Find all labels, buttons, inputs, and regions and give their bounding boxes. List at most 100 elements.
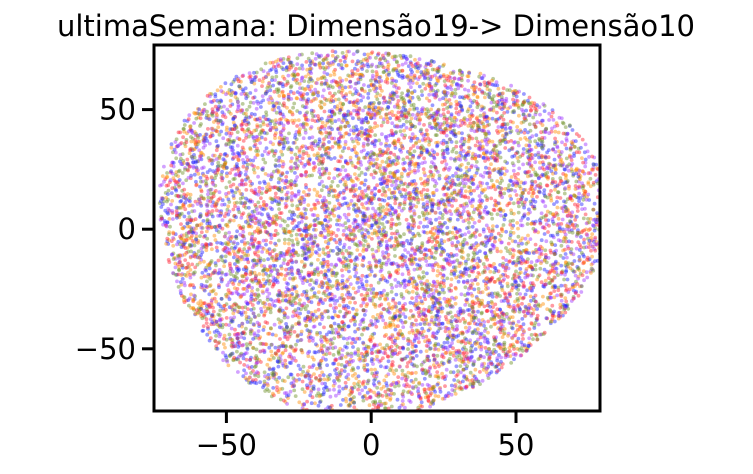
scatter-point bbox=[363, 178, 368, 183]
scatter-point bbox=[338, 159, 342, 164]
scatter-point bbox=[560, 217, 565, 222]
scatter-point bbox=[322, 352, 326, 356]
scatter-point bbox=[281, 94, 286, 99]
scatter-point bbox=[241, 211, 246, 216]
scatter-point bbox=[412, 89, 417, 94]
scatter-point bbox=[409, 356, 413, 360]
scatter-point bbox=[537, 175, 541, 180]
scatter-point bbox=[265, 297, 270, 302]
scatter-point bbox=[449, 277, 454, 282]
scatter-point bbox=[506, 186, 510, 191]
scatter-point bbox=[435, 313, 439, 318]
scatter-point bbox=[588, 184, 593, 189]
scatter-point bbox=[426, 308, 431, 313]
scatter-point bbox=[436, 121, 440, 126]
scatter-point bbox=[432, 322, 437, 327]
scatter-point bbox=[244, 136, 248, 140]
scatter-point bbox=[363, 105, 368, 110]
scatter-point bbox=[240, 145, 245, 150]
scatter-point bbox=[208, 284, 212, 288]
scatter-point bbox=[326, 374, 330, 379]
scatter-point bbox=[311, 160, 316, 165]
scatter-point bbox=[255, 287, 260, 292]
scatter-point bbox=[244, 160, 248, 165]
scatter-point bbox=[332, 309, 337, 314]
scatter-point bbox=[469, 269, 474, 274]
scatter-point bbox=[511, 168, 516, 173]
scatter-point bbox=[351, 194, 356, 199]
scatter-point bbox=[362, 52, 367, 57]
scatter-point bbox=[489, 178, 494, 183]
scatter-point bbox=[178, 142, 183, 147]
scatter-point bbox=[579, 202, 584, 207]
scatter-point bbox=[352, 147, 356, 152]
scatter-point bbox=[200, 250, 205, 255]
scatter-point bbox=[304, 183, 308, 187]
scatter-point bbox=[511, 283, 516, 287]
scatter-point bbox=[451, 129, 455, 133]
scatter-point bbox=[286, 73, 291, 78]
scatter-point bbox=[593, 235, 598, 240]
scatter-point bbox=[306, 334, 311, 339]
scatter-point bbox=[181, 158, 186, 163]
scatter-point bbox=[485, 92, 490, 97]
scatter-point bbox=[428, 77, 433, 82]
scatter-point bbox=[421, 205, 426, 210]
scatter-point bbox=[398, 53, 403, 58]
scatter-point bbox=[285, 223, 290, 228]
scatter-point bbox=[492, 280, 497, 284]
scatter-point bbox=[492, 208, 497, 213]
scatter-point bbox=[255, 218, 260, 223]
scatter-point bbox=[551, 118, 556, 122]
scatter-point bbox=[328, 73, 333, 78]
scatter-point bbox=[290, 324, 295, 328]
scatter-point bbox=[556, 288, 561, 293]
scatter-point bbox=[461, 317, 466, 321]
scatter-point bbox=[283, 290, 288, 294]
scatter-point bbox=[506, 241, 511, 246]
scatter-point bbox=[257, 185, 262, 190]
scatter-point bbox=[462, 373, 467, 378]
scatter-point bbox=[421, 167, 426, 172]
scatter-point bbox=[245, 256, 250, 261]
scatter-point bbox=[386, 252, 391, 257]
scatter-point bbox=[419, 280, 423, 284]
scatter-point bbox=[301, 149, 306, 154]
scatter-point bbox=[552, 314, 557, 319]
scatter-point bbox=[179, 156, 183, 161]
scatter-point bbox=[262, 264, 267, 269]
scatter-point bbox=[386, 354, 391, 359]
scatter-point bbox=[490, 116, 495, 121]
scatter-point bbox=[452, 378, 457, 382]
scatter-point bbox=[268, 119, 273, 123]
scatter-point bbox=[386, 174, 391, 179]
scatter-point bbox=[176, 254, 181, 259]
scatter-point bbox=[330, 136, 334, 141]
scatter-point bbox=[445, 276, 450, 281]
scatter-point bbox=[580, 207, 584, 212]
scatter-point bbox=[326, 405, 331, 409]
scatter-point bbox=[359, 293, 364, 297]
scatter-point bbox=[498, 190, 503, 195]
scatter-point bbox=[503, 126, 508, 131]
scatter-point bbox=[235, 229, 240, 234]
scatter-point bbox=[251, 242, 256, 247]
scatter-point bbox=[333, 119, 338, 124]
scatter-point bbox=[557, 154, 561, 158]
scatter-point bbox=[448, 102, 453, 106]
scatter-point bbox=[361, 340, 365, 345]
scatter-point bbox=[508, 222, 513, 227]
scatter-point bbox=[238, 360, 243, 365]
scatter-point bbox=[319, 131, 324, 136]
scatter-point bbox=[510, 154, 515, 159]
scatter-point bbox=[257, 180, 262, 185]
scatter-point bbox=[244, 272, 248, 277]
scatter-point bbox=[222, 264, 227, 269]
scatter-point bbox=[340, 348, 345, 352]
scatter-point bbox=[361, 205, 366, 210]
scatter-point bbox=[481, 147, 486, 152]
scatter-point bbox=[389, 261, 394, 266]
scatter-point bbox=[564, 223, 569, 228]
scatter-point bbox=[349, 318, 353, 323]
scatter-point bbox=[350, 239, 355, 243]
